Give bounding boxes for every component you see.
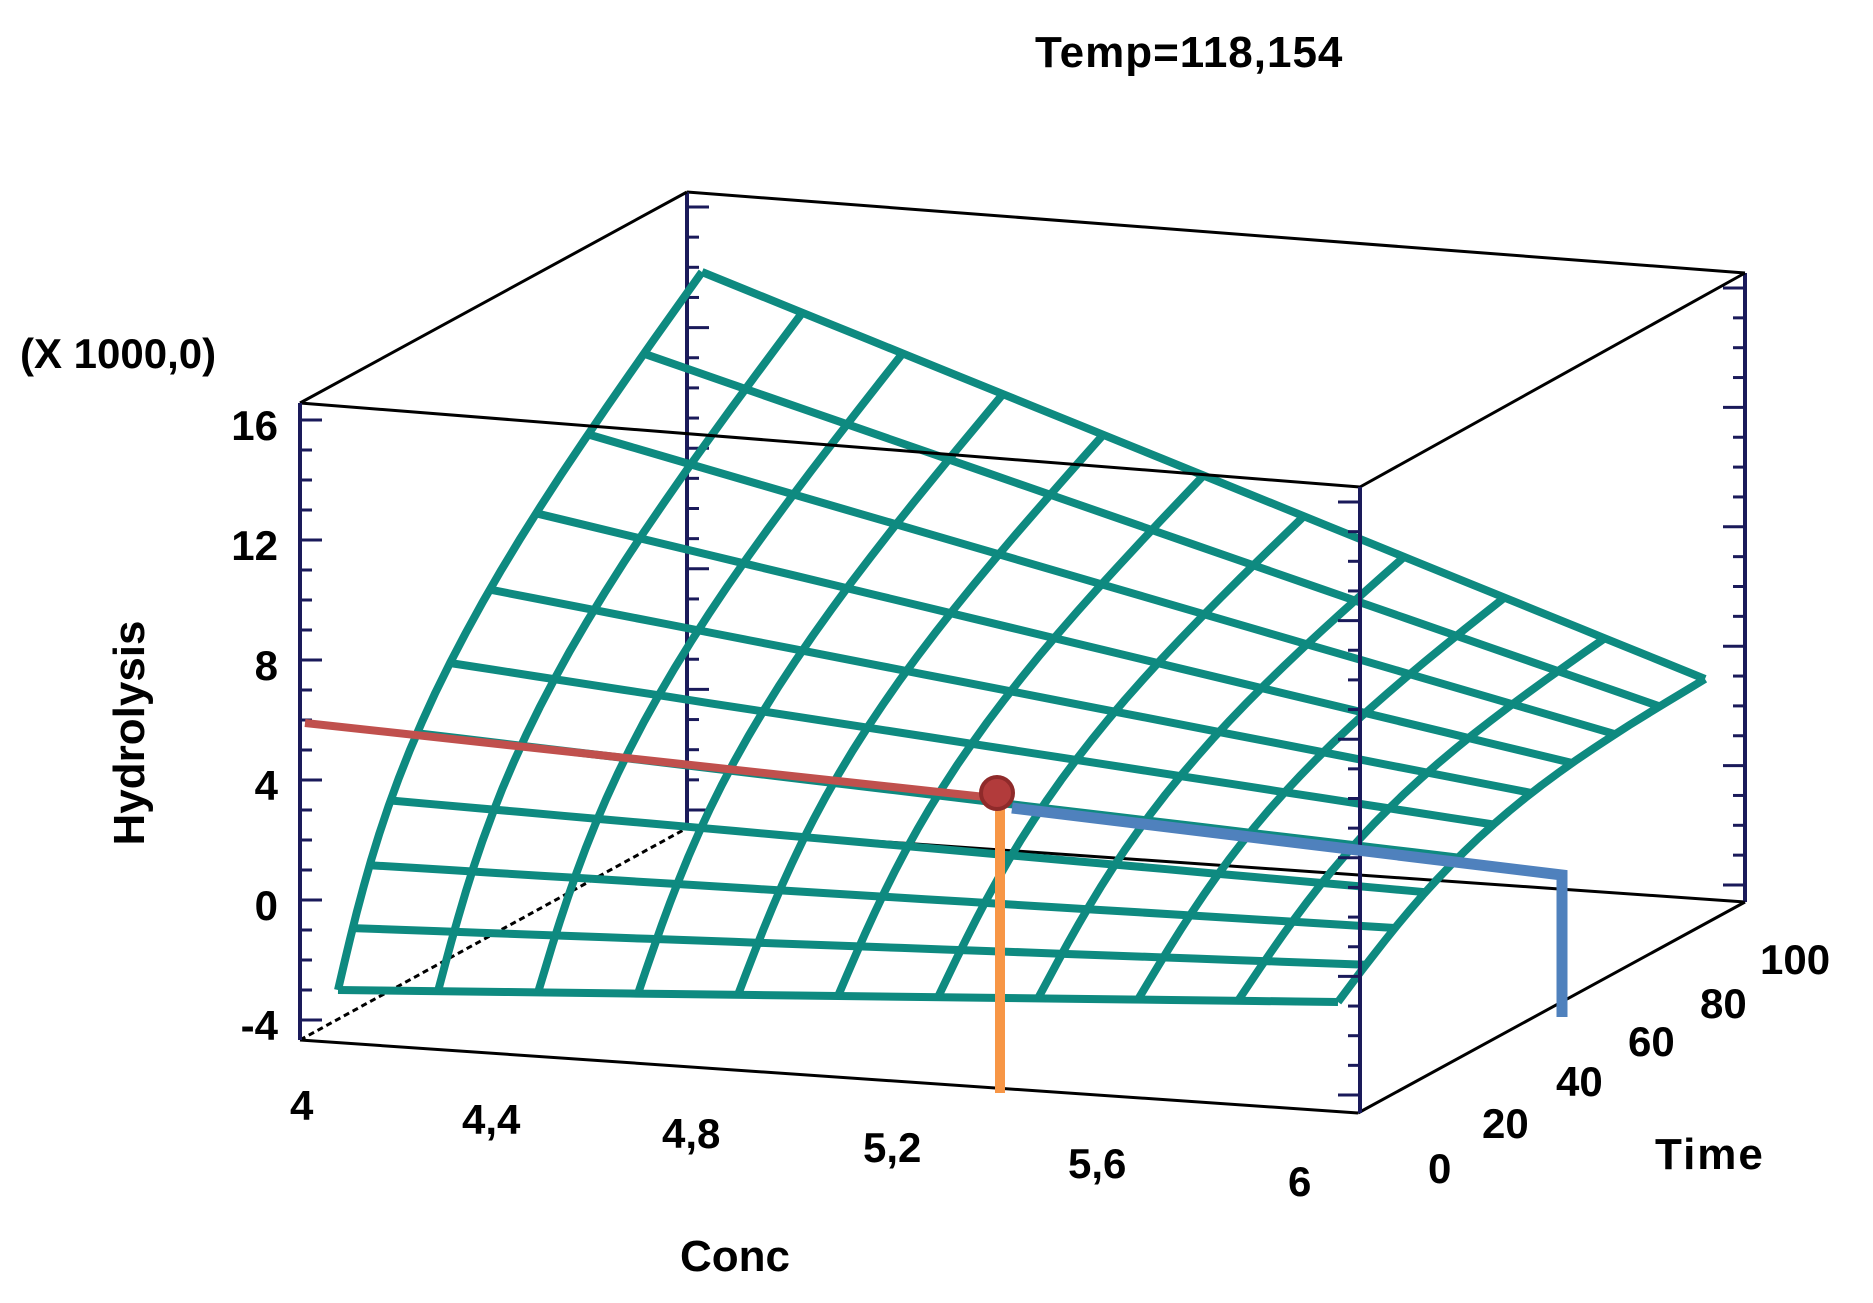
x-tick-label: 4,8 [662,1110,721,1157]
z-tick-label: -4 [240,1002,278,1049]
mesh-line-time [369,861,1396,932]
response-surface-mesh [334,268,1708,1006]
z-tick-label: 16 [231,402,278,449]
z-tick-label: 0 [254,882,278,929]
mesh-line-time [390,796,1426,897]
back-axis-verticals [685,192,1747,902]
y-tick-label: 80 [1700,980,1747,1027]
x-tick-label: 4 [290,1082,314,1129]
mesh-line-time [352,924,1367,969]
optimum-marker [979,775,1015,811]
z-tick-label: 12 [231,522,278,569]
mesh-line-time [535,509,1574,767]
x-tick-label: 5,2 [863,1124,922,1171]
z-tick-label: 8 [254,642,278,689]
mesh-line-time [337,986,1339,1006]
time-guide-line [1011,802,1568,1017]
x-tick-label: 4,4 [462,1096,521,1143]
y-axis-title: Time [1655,1130,1765,1179]
mesh-line-time [642,349,1661,711]
chart-title: Temp=118,154 [1035,28,1344,77]
mesh-line-time [449,659,1495,829]
mesh-line-time [489,585,1533,797]
mesh-line-time [586,430,1617,739]
z-tick-label: 4 [254,762,278,809]
box-front-edges [299,190,1746,1115]
mesh-line-conc [834,472,1207,998]
z-multiplier-label: (X 1000,0) [20,330,217,377]
x-tick-label: 6 [1288,1158,1312,1205]
y-tick-label: 0 [1428,1145,1452,1192]
hydrolysis-guide-line [304,719,986,801]
y-tick-label: 40 [1556,1058,1603,1105]
y-tick-label: 60 [1628,1018,1675,1065]
front-axis-ticks [300,418,1360,1097]
y-tick-label: 20 [1482,1100,1529,1147]
x-axis-title: Conc [680,1232,790,1281]
y-tick-label: 100 [1760,936,1831,983]
z-axis-title: Hydrolysis [105,620,154,846]
box-back-edges [299,190,1746,1042]
x-tick-label: 5,6 [1068,1140,1127,1187]
